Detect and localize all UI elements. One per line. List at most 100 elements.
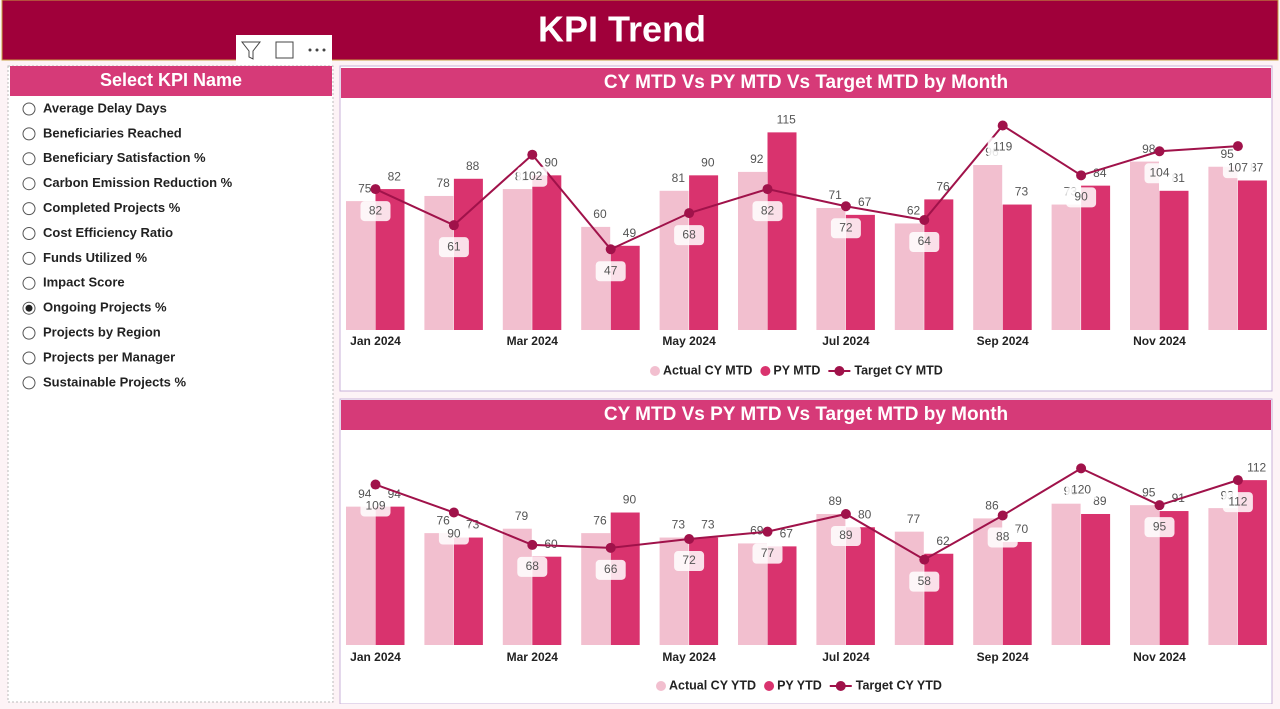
option-label[interactable]: Beneficiary Satisfaction %	[43, 150, 206, 165]
data-label-bg	[752, 543, 783, 564]
chart-panel	[339, 398, 1273, 705]
slicer-option[interactable]: Impact Score	[22, 275, 125, 290]
bar	[424, 195, 454, 330]
bar	[1208, 166, 1238, 330]
data-label: 119	[993, 140, 1012, 154]
chart-title: CY MTD Vs PY MTD Vs Target MTD by Month	[604, 72, 1008, 93]
option-label[interactable]: Funds Utilized %	[43, 250, 147, 265]
option-label[interactable]: Beneficiaries Reached	[43, 125, 182, 140]
option-label[interactable]: Projects by Region	[43, 325, 161, 340]
bar	[1130, 161, 1159, 330]
data-label: 112	[1247, 460, 1266, 474]
radio-button[interactable]	[22, 202, 36, 216]
slicer-option[interactable]: Funds Utilized %	[22, 250, 147, 265]
line-point	[997, 510, 1008, 521]
line-point	[370, 184, 381, 195]
data-label: 89	[828, 494, 842, 508]
data-label: 89	[1093, 494, 1107, 508]
option-label[interactable]: Average Delay Days	[43, 100, 167, 115]
data-label: 76	[436, 513, 450, 527]
slicer-option[interactable]: Projects by Region	[22, 325, 161, 340]
legend-marker	[835, 681, 846, 691]
data-label-bg	[595, 559, 626, 580]
radio-button[interactable]	[22, 102, 36, 116]
focus-icon[interactable]	[275, 41, 294, 59]
bar	[1051, 503, 1081, 645]
slicer-option[interactable]: Sustainable Projects %	[22, 374, 186, 390]
data-label: 87	[1250, 161, 1264, 175]
data-label-bg	[1222, 492, 1253, 513]
radio-selected	[25, 304, 33, 312]
data-label: 115	[777, 113, 796, 127]
option-label[interactable]: Ongoing Projects %	[43, 300, 167, 315]
x-tick-label: May 2024	[662, 334, 716, 348]
option-label[interactable]: Completed Projects %	[43, 200, 181, 215]
slicer-option[interactable]: Ongoing Projects %	[22, 300, 167, 315]
radio-button[interactable]	[22, 127, 36, 141]
data-label: 95	[1142, 485, 1156, 499]
data-label: 102	[522, 169, 542, 183]
line-point	[919, 215, 930, 226]
data-label-bg	[517, 166, 548, 187]
line-point	[1076, 170, 1087, 181]
bar	[689, 175, 719, 330]
data-label: 69	[750, 524, 764, 538]
legend-marker	[764, 681, 775, 691]
x-tick-label: Nov 2024	[1133, 650, 1186, 664]
data-label: 66	[604, 562, 618, 576]
line-point	[762, 526, 773, 537]
option-label[interactable]: Cost Efficiency Ratio	[43, 225, 173, 240]
data-label: 62	[936, 534, 950, 548]
bar	[1081, 185, 1111, 330]
slicer-option[interactable]: Carbon Emission Reduction %	[22, 175, 233, 191]
data-label: 98	[1142, 142, 1156, 156]
bar	[1159, 190, 1189, 330]
bar	[581, 533, 611, 645]
line-point	[762, 184, 773, 195]
line-point	[684, 208, 695, 219]
slicer-option[interactable]: Beneficiaries Reached	[22, 125, 182, 141]
data-label-bg	[987, 527, 1018, 548]
legend-label: Actual CY YTD	[669, 678, 756, 692]
option-label[interactable]: Carbon Emission Reduction %	[43, 175, 233, 190]
radio-button[interactable]	[22, 376, 36, 390]
slicer-panel	[7, 65, 334, 703]
data-label: 95	[1153, 519, 1167, 533]
radio-button[interactable]	[22, 152, 36, 166]
data-label: 90	[701, 156, 715, 170]
legend-marker	[650, 366, 660, 376]
radio-button[interactable]	[22, 276, 36, 290]
data-label: 73	[672, 518, 686, 532]
slicer-option[interactable]: Cost Efficiency Ratio	[22, 225, 173, 240]
radio-button[interactable]	[22, 326, 36, 340]
option-label[interactable]: Impact Score	[43, 275, 125, 290]
option-label[interactable]: Projects per Manager	[43, 349, 175, 364]
bar	[502, 189, 532, 330]
slicer-option[interactable]: Average Delay Days	[22, 100, 167, 116]
data-label: 107	[1228, 160, 1248, 174]
bar	[1002, 541, 1032, 645]
option-label[interactable]: Sustainable Projects %	[43, 374, 186, 389]
slicer-option[interactable]: Beneficiary Satisfaction %	[22, 150, 206, 166]
more-icon[interactable]	[308, 48, 326, 52]
radio-button[interactable]	[22, 351, 36, 365]
data-label: 68	[526, 559, 540, 573]
filter-icon[interactable]	[240, 41, 262, 60]
slicer-option[interactable]: Projects per Manager	[22, 349, 175, 365]
bar	[610, 245, 640, 330]
data-label: 104	[1149, 165, 1169, 179]
data-label-bg	[830, 218, 861, 239]
data-label: 72	[682, 553, 696, 567]
data-label: 49	[623, 226, 637, 240]
radio-button[interactable]	[22, 177, 36, 191]
radio-button[interactable]	[22, 227, 36, 240]
radio-button[interactable]	[22, 251, 36, 265]
x-tick-label: Mar 2024	[507, 334, 559, 348]
slicer-header	[10, 66, 332, 96]
data-label: 88	[996, 530, 1010, 544]
data-label-bg	[674, 225, 705, 246]
slicer-option[interactable]: Completed Projects %	[22, 200, 181, 216]
line-point	[997, 120, 1008, 131]
legend-label: PY MTD	[773, 363, 820, 377]
data-label-bg	[1144, 517, 1175, 538]
